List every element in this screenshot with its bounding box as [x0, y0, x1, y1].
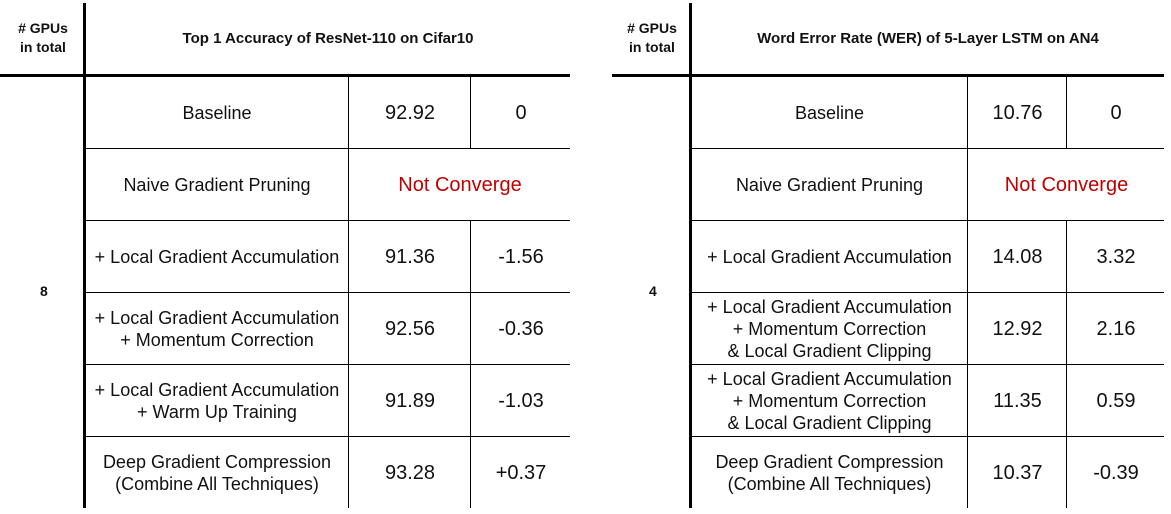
delta-cell: +0.37	[470, 437, 571, 508]
header-rule	[612, 74, 1164, 77]
value-cell: 91.36	[348, 221, 471, 292]
value-cell: 11.35	[967, 365, 1067, 436]
method-cell: Naive Gradient Pruning	[123, 174, 311, 195]
value-cell: 91.89	[348, 365, 471, 436]
delta-cell: 0.59	[1066, 365, 1165, 436]
resnet-table: # GPUs in total Top 1 Accuracy of ResNet-…	[0, 0, 570, 514]
table-body: Baseline 92.92 0 Naive Gradient Pruning …	[86, 77, 570, 508]
table-body: Baseline 10.76 0 Naive Gradient Pruning …	[692, 77, 1164, 508]
method-cell: + Local Gradient Accumulation	[94, 246, 340, 267]
delta-cell: -1.56	[470, 221, 571, 292]
not-converge-cell: Not Converge	[348, 149, 571, 220]
value-cell: 10.76	[967, 77, 1067, 148]
value-cell: 14.08	[967, 221, 1067, 292]
delta-cell: -1.03	[470, 365, 571, 436]
delta-cell: 3.32	[1066, 221, 1165, 292]
value-cell: 10.37	[967, 437, 1067, 508]
method-cell: + Local Gradient Accumulation + Warm Up T…	[94, 379, 340, 422]
header-rule	[0, 74, 570, 77]
table-row: Baseline 92.92 0	[86, 77, 570, 149]
delta-cell: -0.36	[470, 293, 571, 364]
table-row: + Local Gradient Accumulation + Momentum …	[86, 293, 570, 365]
table-row: + Local Gradient Accumulation 91.36 -1.5…	[86, 221, 570, 293]
table-row: Naive Gradient Pruning Not Converge	[86, 149, 570, 221]
gpus-header: # GPUs in total	[18, 20, 68, 55]
table-row: Deep Gradient Compression (Combine All Te…	[86, 437, 570, 508]
method-cell: + Local Gradient Accumulation + Momentum …	[707, 368, 952, 433]
header-divider	[689, 3, 692, 508]
table-row: Deep Gradient Compression (Combine All Te…	[692, 437, 1164, 508]
lstm-table: # GPUs in total Word Error Rate (WER) of …	[612, 0, 1164, 514]
table-row: + Local Gradient Accumulation + Momentum …	[692, 365, 1164, 437]
table-title: Word Error Rate (WER) of 5-Layer LSTM on…	[757, 29, 1099, 47]
value-cell: 93.28	[348, 437, 471, 508]
method-cell: Baseline	[182, 102, 252, 123]
delta-cell: 0	[1066, 77, 1165, 148]
not-converge-cell: Not Converge	[967, 149, 1165, 220]
method-cell: Deep Gradient Compression (Combine All Te…	[715, 451, 944, 494]
table-row: Naive Gradient Pruning Not Converge	[692, 149, 1164, 221]
value-cell: 92.56	[348, 293, 471, 364]
method-cell: + Local Gradient Accumulation	[707, 246, 952, 267]
delta-cell: 0	[470, 77, 571, 148]
delta-cell: -0.39	[1066, 437, 1165, 508]
method-cell: + Local Gradient Accumulation + Momentum …	[94, 307, 340, 350]
method-cell: + Local Gradient Accumulation + Momentum …	[707, 296, 952, 361]
gpus-value: 4	[649, 283, 657, 299]
table-title: Top 1 Accuracy of ResNet-110 on Cifar10	[182, 29, 474, 47]
gpus-header: # GPUs in total	[627, 20, 677, 55]
header-divider	[83, 3, 86, 508]
value-cell: 12.92	[967, 293, 1067, 364]
method-cell: Baseline	[794, 102, 865, 123]
method-cell: Naive Gradient Pruning	[735, 174, 924, 195]
value-cell: 92.92	[348, 77, 471, 148]
table-row: + Local Gradient Accumulation 14.08 3.32	[692, 221, 1164, 293]
method-cell: Deep Gradient Compression (Combine All Te…	[102, 451, 332, 494]
table-row: + Local Gradient Accumulation + Warm Up T…	[86, 365, 570, 437]
gpus-value: 8	[40, 283, 48, 299]
table-row: + Local Gradient Accumulation + Momentum …	[692, 293, 1164, 365]
table-row: Baseline 10.76 0	[692, 77, 1164, 149]
delta-cell: 2.16	[1066, 293, 1165, 364]
